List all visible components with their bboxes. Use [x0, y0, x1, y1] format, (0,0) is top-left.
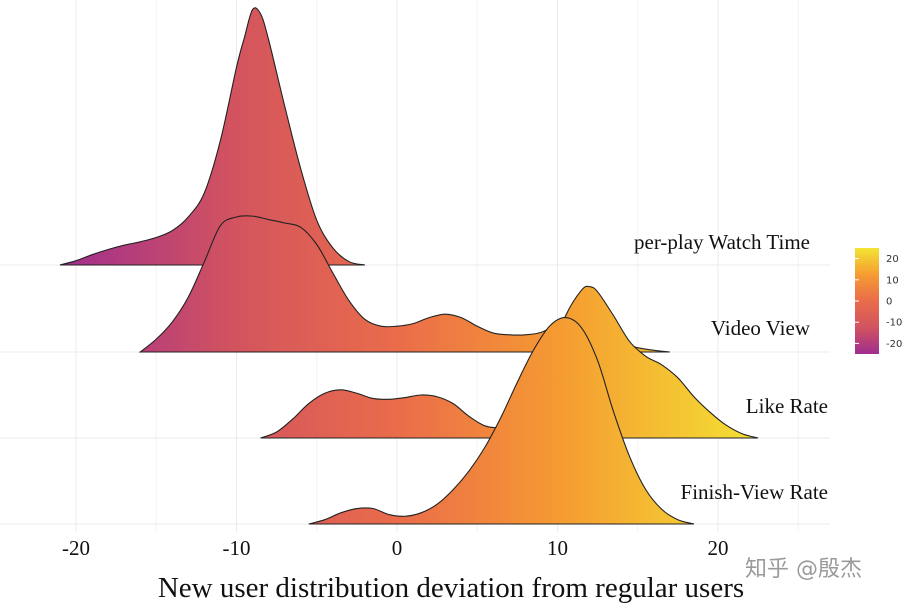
- ridges: [60, 8, 758, 524]
- series-label: per-play Watch Time: [634, 230, 810, 254]
- legend-tick-label: 10: [886, 275, 899, 286]
- ridge-per-play-watch-time: [60, 8, 365, 265]
- x-axis-title: New user distribution deviation from reg…: [158, 572, 744, 604]
- series-label: Video View: [711, 316, 811, 340]
- watermark: 知乎 @殷杰: [745, 557, 862, 582]
- legend-tick-label: 20: [886, 254, 899, 265]
- x-tick-label: 20: [708, 536, 729, 560]
- x-axis-ticks: -20 -10 0 10 20: [62, 536, 729, 560]
- x-tick-label: -10: [223, 536, 251, 560]
- x-tick-label: -20: [62, 536, 90, 560]
- legend-tick-label: -10: [886, 318, 902, 329]
- color-legend: 20 10 0 -10 -20: [855, 248, 902, 354]
- series-label: Finish-View Rate: [681, 480, 828, 504]
- series-label: Like Rate: [746, 394, 828, 418]
- grid: [0, 0, 830, 532]
- ridgeline-chart: per-play Watch Time Video View Like Rate Fi…: [0, 0, 906, 606]
- x-tick-label: 10: [547, 536, 568, 560]
- legend-tick-label: -20: [886, 339, 902, 350]
- legend-tick-label: 0: [886, 297, 892, 308]
- x-tick-label: 0: [392, 536, 403, 560]
